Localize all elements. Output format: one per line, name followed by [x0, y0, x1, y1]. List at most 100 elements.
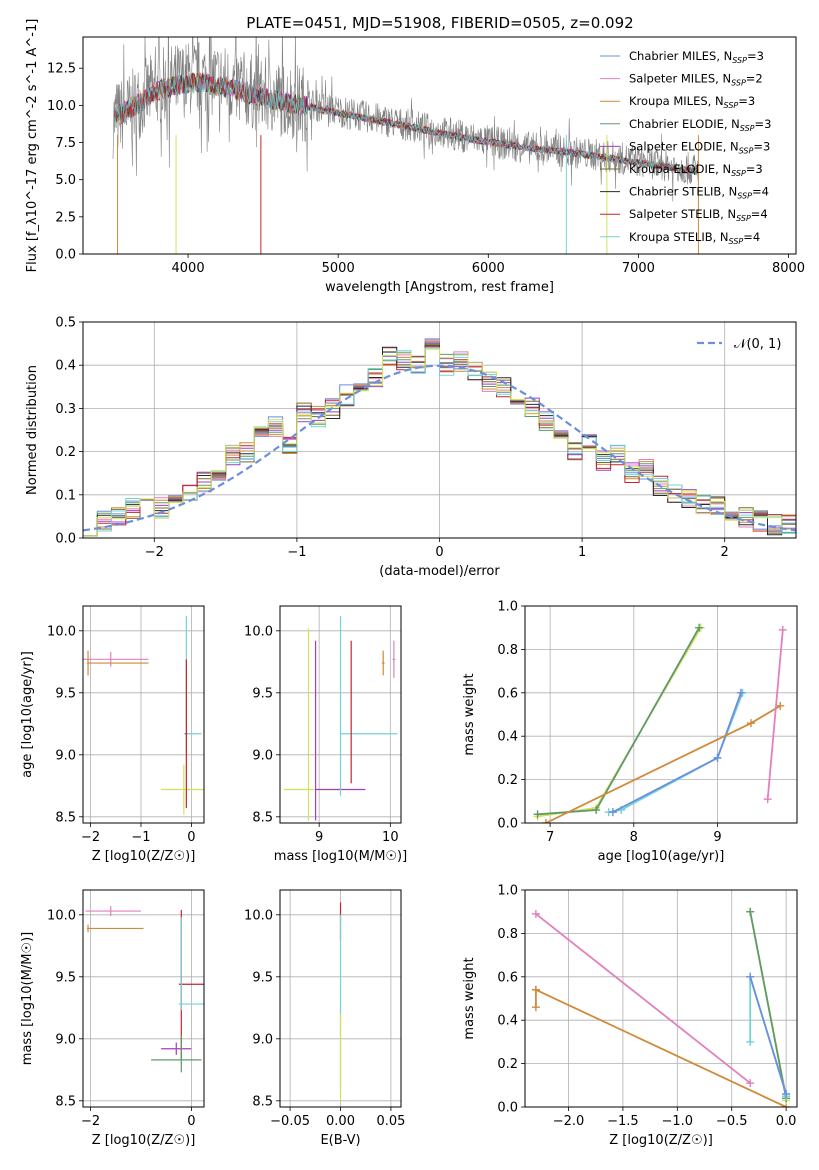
- legend-entry: Kroupa STELIB, NSSP=4: [629, 230, 760, 246]
- weight-line: [749, 976, 787, 1095]
- plot-area-residuals: [83, 338, 796, 537]
- x-tick-label: −1: [287, 545, 306, 560]
- plot-area-z-vs-weight: [531, 907, 791, 1107]
- y-tick-label: 8.5: [252, 810, 273, 825]
- x-axis-label: wavelength [Angstrom, rest frame]: [325, 280, 554, 295]
- y-tick-label: 7.5: [55, 136, 76, 151]
- figure-title: PLATE=0451, MJD=51908, FIBERID=0505, z=0…: [246, 14, 633, 32]
- axes-frame: [524, 605, 798, 824]
- gaussian-curve: [83, 364, 796, 532]
- axes-frame: [82, 321, 797, 539]
- y-tick-label: 10.0: [47, 624, 76, 639]
- y-tick-label: 9.0: [252, 1032, 273, 1047]
- y-tick-label: 0.5: [55, 316, 76, 331]
- y-tick-label: 0.8: [497, 927, 518, 942]
- x-tick-label: 0.0: [776, 1114, 797, 1129]
- residual-histogram-line: [83, 348, 796, 537]
- y-axis-label: mass [log10(M/M☉)]: [20, 932, 35, 1065]
- x-tick-label: 2: [721, 545, 729, 560]
- legend-entry: Kroupa ELODIE, NSSP=3: [629, 162, 763, 178]
- plot-area-mass-vs-age: [283, 615, 398, 821]
- y-tick-label: 0.0: [497, 1101, 518, 1116]
- y-tick-label: 9.0: [252, 748, 273, 763]
- y-tick-label: 8.5: [252, 1094, 273, 1109]
- x-axis-label: Z [log10(Z/Z☉)]: [609, 1133, 713, 1148]
- legend-entry: Chabrier ELODIE, NSSP=3: [629, 117, 771, 133]
- x-tick-label: 10: [382, 830, 399, 845]
- legend-entry: Salpeter STELIB, NSSP=4: [629, 207, 768, 223]
- y-tick-label: 0.0: [55, 248, 76, 263]
- x-tick-label: −2: [81, 830, 100, 845]
- weight-line: [749, 911, 787, 1099]
- legend-entry: Chabrier MILES, NSSP=3: [629, 49, 764, 65]
- x-tick-label: 0: [187, 1114, 195, 1129]
- legend-entry: Chabrier STELIB, NSSP=4: [629, 185, 769, 201]
- y-tick-label: 0.4: [497, 730, 518, 745]
- y-axis-label: age [log10(age/yr)]: [20, 651, 35, 778]
- y-tick-label: 0.4: [497, 1014, 518, 1029]
- x-tick-label: 1: [578, 545, 586, 560]
- panel-z-vs-mass: −2 0 8.5 9.0 9.5 10.0 Z [log10(Z/Z☉)] mass [log…: [20, 889, 205, 1148]
- x-tick-label: −2: [81, 1114, 100, 1129]
- legend-entry: Kroupa MILES, NSSP=3: [629, 94, 755, 110]
- y-tick-label: 0.0: [55, 532, 76, 547]
- legend-entry: Salpeter ELODIE, NSSP=3: [629, 139, 770, 155]
- x-tick-label: −2.0: [553, 1114, 585, 1129]
- x-tick-label: 0: [435, 545, 443, 560]
- panel-z-vs-age: −2 −1 0 8.5 9.0 9.5 10.0 Z [log10(Z/Z☉)] age [lo…: [20, 605, 205, 864]
- y-tick-label: 0.0: [497, 817, 518, 832]
- y-tick-label: 10.0: [47, 908, 76, 923]
- y-tick-label: 10.0: [244, 908, 273, 923]
- y-tick-label: 0.4: [55, 359, 76, 374]
- panel-spectrum: 4000 5000 6000 7000 8000 0.0 2.5 5.0 7.5 10.0 12.5…: [25, 19, 805, 295]
- y-tick-label: 1.0: [497, 600, 518, 615]
- plot-area-z-vs-mass: [85, 906, 204, 1073]
- x-tick-label: 0.05: [376, 1114, 405, 1129]
- axes-frame: [279, 605, 402, 824]
- x-axis-label: Z [log10(Z/Z☉)]: [92, 849, 196, 864]
- y-axis-label: mass weight: [462, 957, 477, 1039]
- panel-age-vs-weight: 7 8 9 0.0 0.2 0.4 0.6 0.8 1.0 age [log10(age/yr)]…: [462, 600, 798, 864]
- y-tick-label: 9.5: [55, 686, 76, 701]
- axes-frame: [82, 889, 205, 1108]
- axes-frame: [524, 889, 798, 1108]
- x-axis-label: mass [log10(M/M☉)]: [274, 849, 407, 864]
- y-tick-label: 0.2: [55, 445, 76, 460]
- x-tick-label: −1.0: [662, 1114, 694, 1129]
- y-axis-label: Normed distribution: [25, 365, 40, 495]
- x-axis-label: Z [log10(Z/Z☉)]: [92, 1133, 196, 1148]
- residual-histogram-line: [83, 347, 796, 537]
- axes-frame: [82, 36, 797, 255]
- y-tick-label: 0.2: [497, 773, 518, 788]
- y-tick-label: 10.0: [47, 99, 76, 114]
- y-tick-label: 0.8: [497, 643, 518, 658]
- weight-line: [537, 627, 700, 816]
- axes-frame: [279, 889, 402, 1108]
- panel-mass-vs-age: 9 10 8.5 9.0 9.5 10.0 mass [log10(M/M☉)]: [244, 605, 407, 864]
- model-spectrum-line: [114, 72, 699, 176]
- y-tick-label: 0.6: [497, 686, 518, 701]
- x-tick-label: 9: [713, 830, 721, 845]
- x-tick-label: −1.5: [607, 1114, 639, 1129]
- x-tick-label: −2: [145, 545, 164, 560]
- x-tick-label: −0.5: [716, 1114, 748, 1129]
- x-axis-label: E(B-V): [320, 1133, 360, 1148]
- y-axis-label: mass weight: [462, 673, 477, 755]
- y-tick-label: 10.0: [244, 624, 273, 639]
- y-tick-label: 12.5: [47, 62, 76, 77]
- plot-area-spectrum: [112, 37, 699, 254]
- y-tick-label: 0.3: [55, 402, 76, 417]
- panel-ebv: −0.05 0.00 0.05 8.5 9.0 9.5 10.0 E(B-V): [244, 889, 405, 1148]
- panel-residuals: −2 −1 0 1 2 0.0 0.1 0.2 0.3 0.4 0.5 (data-model)/er…: [25, 316, 797, 579]
- y-tick-label: 2.5: [55, 210, 76, 225]
- y-tick-label: 9.5: [252, 686, 273, 701]
- y-tick-label: 9.0: [55, 748, 76, 763]
- y-tick-label: 8.5: [55, 1094, 76, 1109]
- y-tick-label: 0.1: [55, 488, 76, 503]
- axes-frame: [82, 605, 205, 824]
- plot-area-age-vs-weight: [533, 623, 787, 823]
- legend-entry: 𝒩(0, 1): [734, 337, 781, 352]
- x-tick-label: 6000: [472, 261, 505, 276]
- model-spectrum-line: [114, 74, 699, 176]
